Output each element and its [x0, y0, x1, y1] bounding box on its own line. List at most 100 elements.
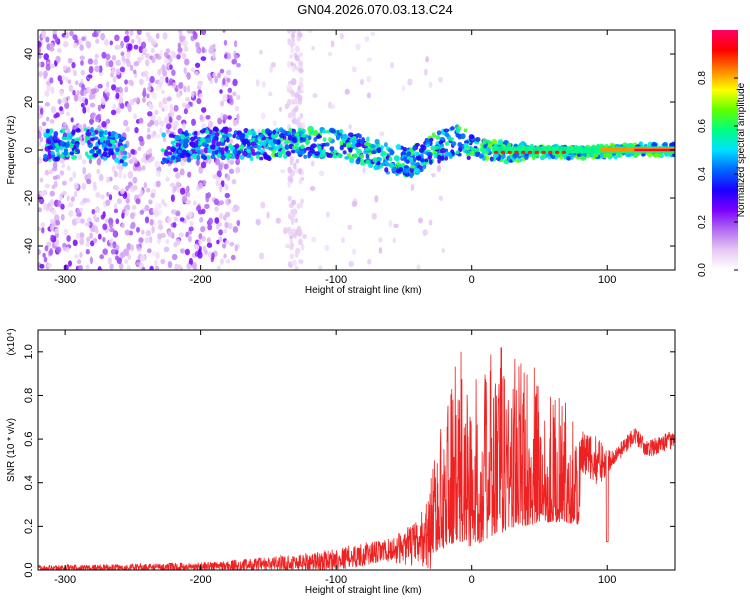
- noise-speckle: [95, 38, 100, 44]
- ridge-speck: [444, 141, 450, 146]
- ridge-speck: [171, 155, 176, 160]
- noise-speckle: [141, 229, 145, 235]
- ridge-speck: [312, 130, 319, 136]
- noise-speckle: [38, 156, 43, 164]
- noise-speckle: [66, 235, 71, 242]
- ridge-speck: [524, 154, 529, 160]
- noise-speckle: [68, 210, 74, 218]
- noise-speckle: [137, 56, 142, 64]
- noise-speckle: [183, 67, 187, 74]
- noise-speckle: [110, 248, 116, 255]
- noise-speckle: [311, 45, 315, 51]
- ridge-speck: [214, 132, 220, 136]
- noise-speckle: [260, 112, 266, 120]
- ridge-speck: [54, 156, 60, 162]
- noise-speckle: [67, 79, 72, 85]
- ridge-speck: [174, 134, 181, 141]
- noise-speckle: [115, 68, 121, 76]
- noise-speckle: [56, 48, 62, 53]
- noise-speckle: [212, 174, 218, 179]
- top-y-axis-label: Frequency (Hz): [6, 116, 17, 185]
- ridge-speck: [416, 155, 422, 161]
- ridge-speck: [599, 153, 605, 158]
- ridge-speck: [96, 150, 102, 155]
- ridge-speck: [180, 134, 186, 140]
- ridge-speck: [436, 130, 442, 136]
- ridge-speck: [45, 128, 50, 134]
- noise-speckle: [62, 65, 67, 71]
- noise-speckle: [77, 265, 83, 270]
- noise-speckle: [82, 106, 87, 114]
- noise-speckle: [199, 216, 204, 223]
- noise-speckle: [88, 65, 94, 74]
- noise-speckle: [55, 246, 62, 254]
- ridge-speck: [338, 129, 344, 134]
- ridge-speck: [491, 138, 498, 145]
- noise-speckle: [168, 78, 174, 86]
- top-x-axis-label: Height of straight line (km): [305, 285, 422, 296]
- noise-speckle: [80, 59, 84, 66]
- noise-speckle: [54, 219, 61, 226]
- noise-speckle: [147, 86, 152, 92]
- noise-speckle: [121, 223, 125, 229]
- noise-speckle: [197, 82, 203, 87]
- noise-speckle: [151, 92, 158, 100]
- noise-speckle: [120, 149, 125, 156]
- noise-speckle: [191, 118, 196, 126]
- noise-speckle: [49, 119, 55, 124]
- noise-speckle: [234, 244, 239, 252]
- noise-speckle: [151, 132, 155, 139]
- noise-speckle: [59, 170, 65, 176]
- noise-speckle: [190, 67, 195, 73]
- noise-speckle: [226, 173, 231, 181]
- noise-speckle: [186, 30, 193, 34]
- noise-speckle: [164, 116, 170, 124]
- noise-speckle: [146, 248, 152, 254]
- noise-speckle: [71, 62, 76, 69]
- ridge-speck: [430, 145, 437, 151]
- noise-speckle: [87, 58, 94, 65]
- noise-speckle: [145, 229, 152, 237]
- colorbar-tick-label: 0.2: [697, 215, 708, 229]
- noise-speckle: [214, 217, 220, 224]
- ridge-speck: [339, 145, 344, 151]
- noise-speckle: [38, 113, 41, 120]
- ridge-speck: [255, 154, 260, 159]
- noise-speckle: [307, 30, 313, 34]
- top-x-tick-label: -100: [325, 274, 347, 286]
- noise-speckle: [266, 211, 270, 219]
- noise-speckle: [155, 85, 160, 92]
- noise-speckle: [46, 84, 52, 92]
- ridge-speck: [300, 144, 305, 150]
- ridge-speck: [337, 153, 343, 158]
- noise-speckle: [78, 38, 83, 46]
- noise-speckle: [115, 244, 120, 251]
- noise-speckle: [112, 75, 117, 83]
- ridge-speck: [272, 139, 278, 144]
- noise-speckle: [198, 239, 203, 245]
- noise-speckle: [268, 91, 273, 97]
- noise-speckle: [159, 127, 163, 135]
- noise-speckle: [108, 176, 113, 182]
- ridge-speck: [383, 142, 388, 148]
- noise-speckle: [176, 186, 180, 193]
- ridge-speck: [360, 154, 365, 159]
- noise-speckle: [351, 200, 358, 207]
- ridge-speck: [247, 129, 253, 135]
- spectrogram-ridge: [42, 124, 675, 179]
- noise-speckle: [205, 192, 209, 199]
- tail-hotspot: [521, 150, 526, 154]
- noise-speckle: [227, 127, 232, 133]
- noise-speckle: [124, 86, 129, 93]
- ridge-speck: [261, 128, 266, 134]
- noise-speckle: [77, 124, 84, 129]
- noise-speckle: [85, 264, 90, 270]
- noise-speckle: [216, 170, 222, 178]
- noise-speckle: [225, 69, 232, 76]
- noise-speckle: [144, 204, 150, 212]
- noise-speckle: [61, 190, 67, 196]
- noise-speckle: [116, 198, 122, 205]
- noise-speckle: [112, 230, 117, 238]
- noise-speckle: [295, 248, 300, 256]
